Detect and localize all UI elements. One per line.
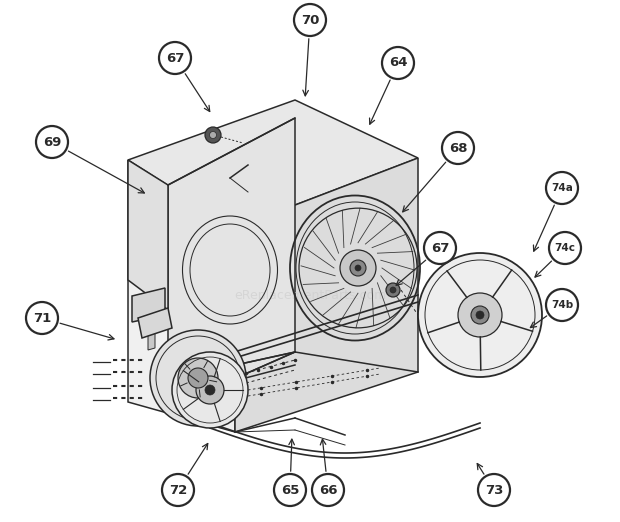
Text: 69: 69 (43, 136, 61, 148)
Polygon shape (235, 158, 418, 432)
Circle shape (196, 376, 224, 404)
Circle shape (471, 306, 489, 324)
Text: 64: 64 (389, 56, 407, 69)
Circle shape (442, 132, 474, 164)
Circle shape (162, 474, 194, 506)
Circle shape (478, 474, 510, 506)
Circle shape (390, 287, 396, 293)
Circle shape (340, 250, 376, 286)
Circle shape (418, 253, 542, 377)
Circle shape (549, 232, 581, 264)
Text: 74a: 74a (551, 183, 573, 193)
Circle shape (150, 330, 246, 426)
Circle shape (355, 265, 361, 271)
Polygon shape (132, 288, 165, 322)
Circle shape (546, 172, 578, 204)
Text: eReplacementParts.com: eReplacementParts.com (234, 289, 386, 302)
Circle shape (178, 358, 218, 398)
Circle shape (205, 385, 215, 395)
Circle shape (350, 260, 366, 276)
Circle shape (26, 302, 58, 334)
Circle shape (36, 126, 68, 158)
Polygon shape (138, 308, 172, 338)
Text: 72: 72 (169, 483, 187, 496)
Circle shape (386, 283, 400, 297)
Circle shape (312, 474, 344, 506)
Circle shape (476, 311, 484, 319)
Text: 65: 65 (281, 483, 299, 496)
Polygon shape (148, 308, 155, 350)
Text: 74c: 74c (554, 243, 575, 253)
Circle shape (294, 4, 326, 36)
Text: 71: 71 (33, 312, 51, 325)
Text: 74b: 74b (551, 300, 573, 310)
Text: 68: 68 (449, 141, 467, 155)
Text: 67: 67 (166, 52, 184, 65)
Circle shape (159, 42, 191, 74)
Polygon shape (128, 160, 235, 432)
Circle shape (274, 474, 306, 506)
Circle shape (546, 289, 578, 321)
Text: 73: 73 (485, 483, 503, 496)
Polygon shape (168, 118, 295, 408)
Circle shape (205, 127, 221, 143)
Circle shape (424, 232, 456, 264)
Text: 66: 66 (319, 483, 337, 496)
Text: 70: 70 (301, 14, 319, 27)
Circle shape (188, 368, 208, 388)
Circle shape (172, 352, 248, 428)
Circle shape (458, 293, 502, 337)
Polygon shape (128, 160, 168, 310)
Text: 67: 67 (431, 242, 449, 255)
Circle shape (210, 132, 216, 138)
Circle shape (382, 47, 414, 79)
Polygon shape (128, 100, 418, 228)
